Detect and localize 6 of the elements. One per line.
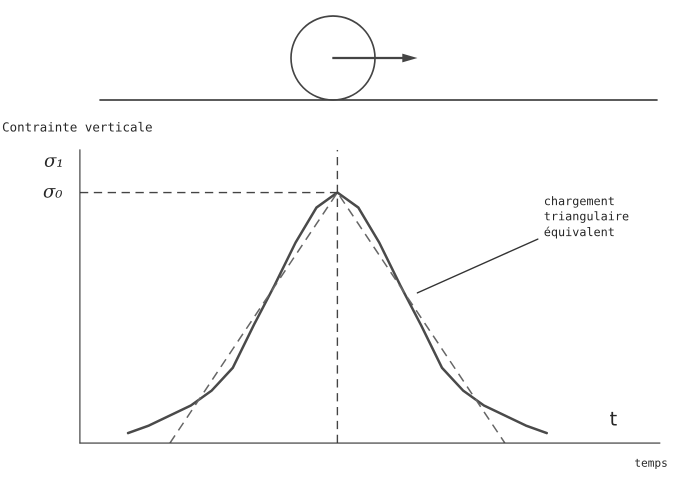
y-axis-title: σ₁: [44, 157, 62, 167]
text: temps: [635, 458, 667, 469]
text: t: [610, 412, 617, 426]
chart-title: Contrainte verticale: [2, 122, 152, 132]
annotation: chargement triangulaire équivalent: [544, 196, 628, 239]
ref-line-label: σ₀: [44, 188, 62, 198]
